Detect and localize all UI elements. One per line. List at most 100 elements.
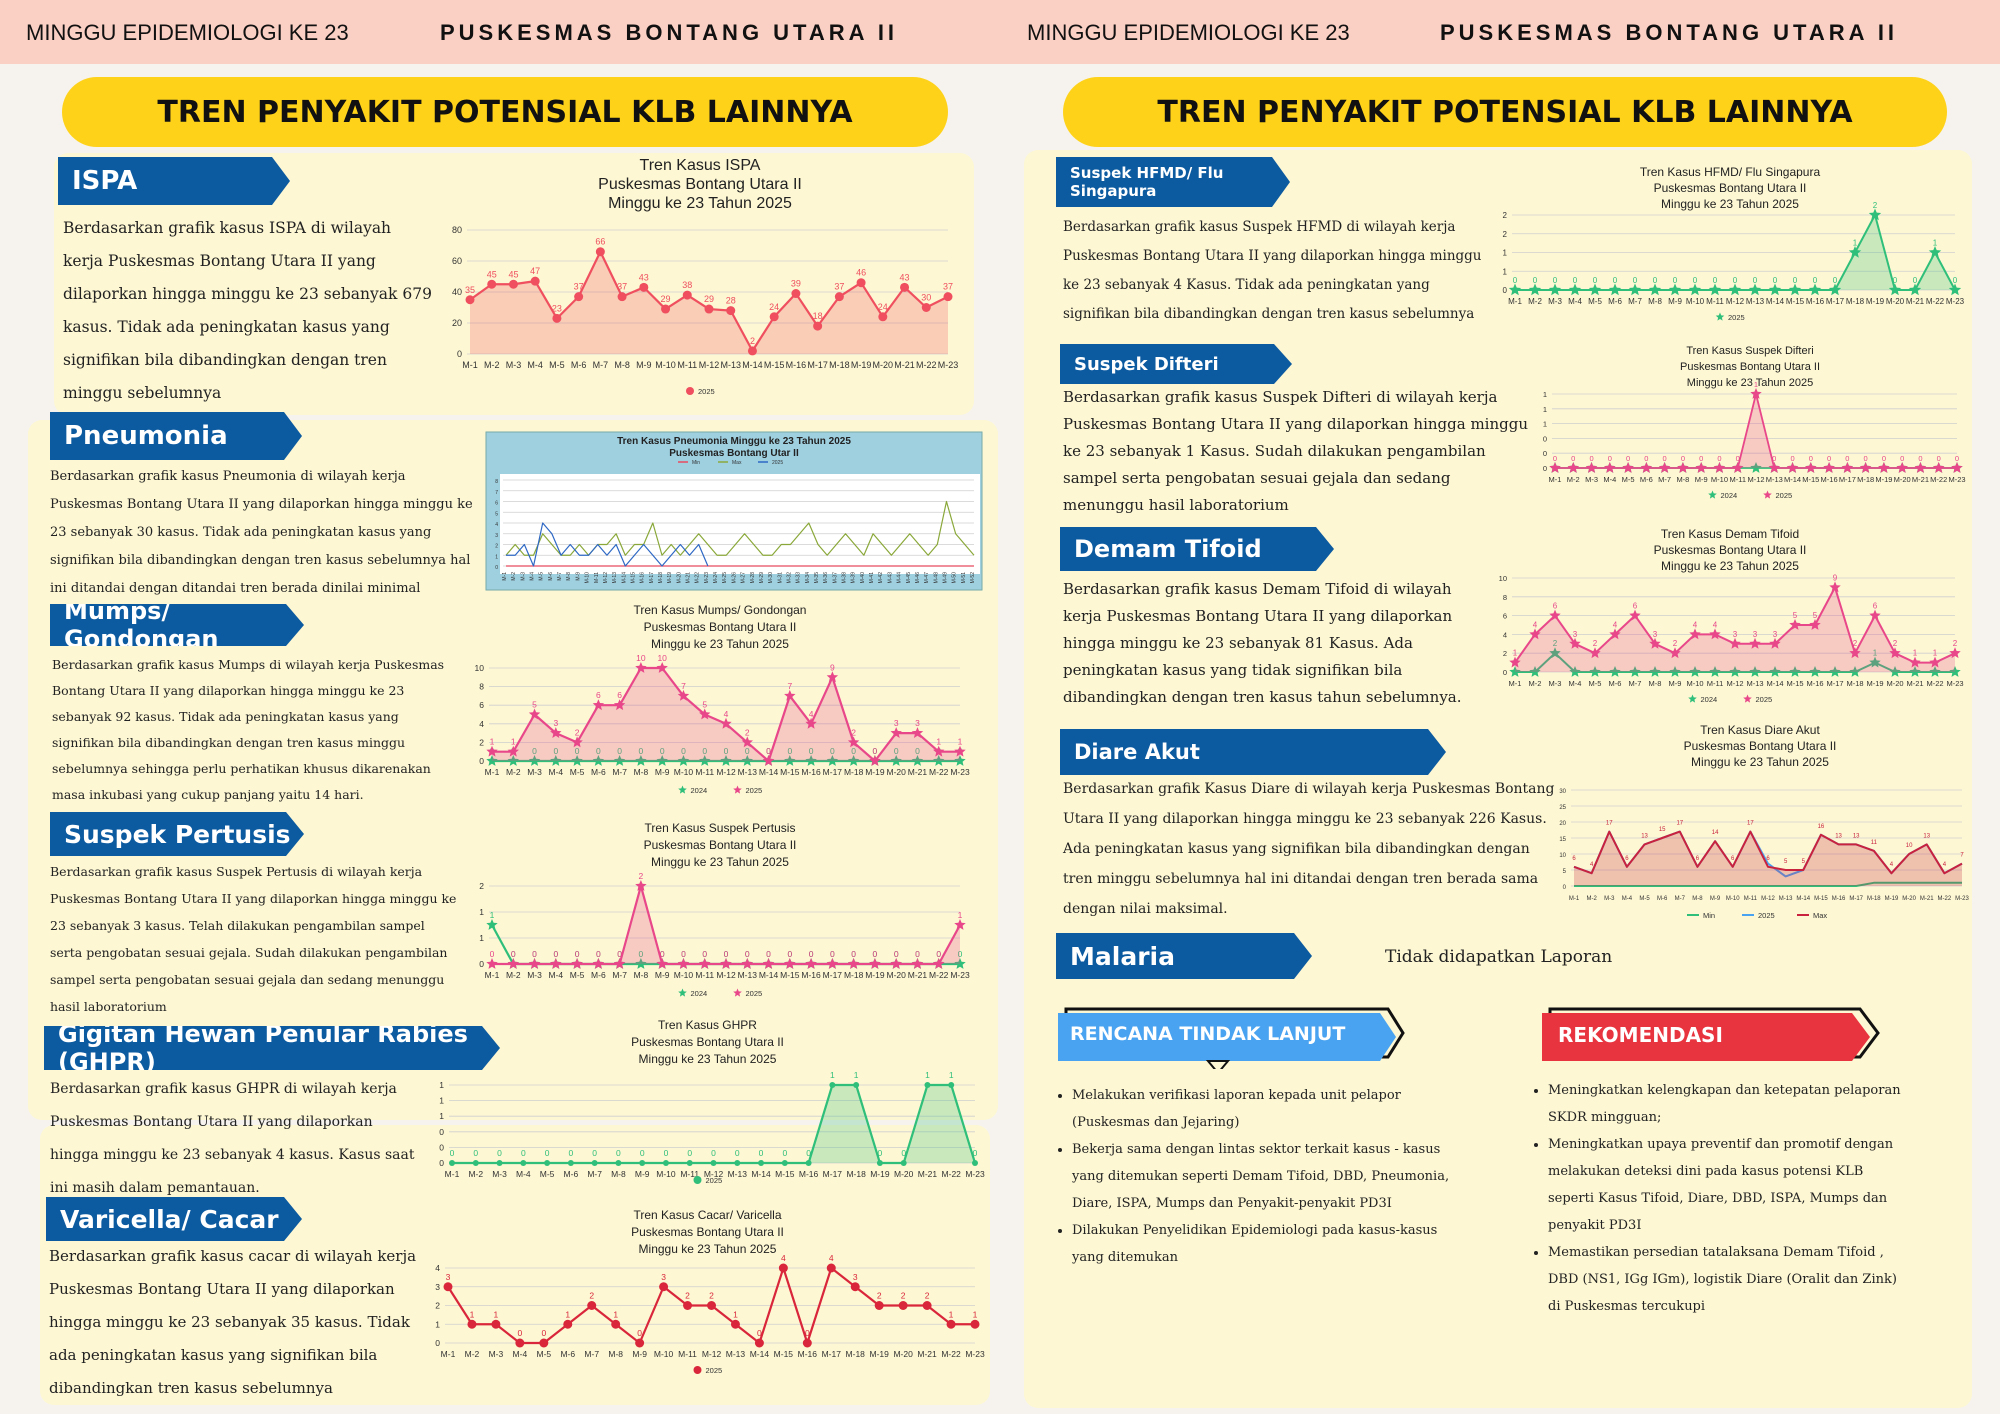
- legend-label: Max: [732, 460, 742, 466]
- chart-title: Tren Kasus Demam Tifoid: [1661, 527, 1799, 541]
- x-tick-label: M-22: [1938, 896, 1952, 902]
- data-label: 0: [1663, 454, 1667, 463]
- data-label: 2: [1893, 639, 1898, 648]
- data-label: 0: [1733, 276, 1738, 285]
- data-point: [1689, 666, 1701, 677]
- x-tick-label: M-11: [695, 970, 714, 980]
- data-label: 0: [851, 746, 856, 756]
- chart-title: Minggu ke 23 Tahun 2025: [639, 1242, 777, 1256]
- plot-background: [500, 474, 980, 574]
- y-tick-label: 4: [1503, 630, 1507, 639]
- x-tick-label: M-8: [608, 1349, 623, 1359]
- data-point: [707, 1301, 716, 1310]
- x-tick-label: M-21: [917, 1349, 937, 1359]
- data-point: [813, 321, 823, 331]
- data-label: 0: [640, 1148, 645, 1158]
- chart-mumps-svg: Tren Kasus Mumps/ Gondongan Puskesmas Bon…: [475, 603, 970, 795]
- x-tick-label: M-20: [1886, 297, 1905, 306]
- x-tick-label: M-20: [873, 360, 894, 370]
- data-label: 0: [1713, 276, 1718, 285]
- data-label: 0: [511, 949, 516, 959]
- x-tick-label: M-14: [742, 360, 763, 370]
- header-varicella: Varicella/ Cacar: [46, 1197, 302, 1241]
- chart-title: Tren Kasus GHPR: [658, 1018, 757, 1032]
- x-tick-label: M-19: [1866, 297, 1885, 306]
- legend-label: 2025: [698, 387, 715, 396]
- legend-swatch: [733, 988, 742, 997]
- data-label: 0: [1790, 454, 1794, 463]
- x-tick-label: M-7: [1628, 297, 1642, 306]
- data-label: 0: [735, 1148, 740, 1158]
- y-tick-label: 0: [479, 959, 484, 969]
- data-point: [486, 745, 498, 757]
- data-point: [591, 1160, 598, 1166]
- y-tick-label: 0: [1543, 449, 1547, 458]
- data-point: [954, 919, 966, 930]
- data-point: [1948, 283, 1962, 296]
- data-point: [465, 295, 475, 305]
- x-tick-label: M-19: [851, 360, 872, 370]
- data-point: [1529, 628, 1541, 640]
- chart-difteri-svg: Tren Kasus Suspek Difteri Puskesmas Bonta…: [1543, 345, 1966, 500]
- header-mumps: Mumps/ Gondongan: [50, 604, 304, 646]
- y-tick-label: 1: [1543, 420, 1547, 429]
- x-tick-label: M-20: [676, 572, 682, 584]
- x-tick-label: M-28: [750, 572, 756, 584]
- data-label: 0: [1773, 276, 1778, 285]
- chart-title: Puskesmas Bontang Utara II: [644, 838, 797, 852]
- data-point: [587, 1301, 597, 1310]
- data-label: 0: [575, 949, 580, 959]
- data-label: 17: [1747, 821, 1754, 827]
- data-point: [659, 1282, 669, 1292]
- x-tick-label: M-16: [798, 1349, 818, 1359]
- data-point: [1732, 462, 1744, 473]
- data-label: 0: [1673, 276, 1678, 285]
- x-tick-label: M-1: [1569, 896, 1580, 902]
- rekomendasi-title: REKOMENDASI: [1558, 1023, 1723, 1047]
- data-point: [730, 1319, 740, 1329]
- data-label: 0: [1613, 276, 1618, 285]
- data-point: [778, 1263, 788, 1273]
- x-tick-label: M-11: [1744, 896, 1758, 902]
- data-point: [1549, 462, 1561, 473]
- y-tick-label: 30: [1559, 789, 1566, 795]
- data-label: 0: [915, 949, 920, 959]
- data-point: [826, 755, 839, 766]
- data-label: 6: [1625, 856, 1629, 862]
- x-tick-label: M-8: [566, 572, 572, 581]
- y-tick-label: 6: [479, 700, 484, 710]
- y-tick-label: 6: [1503, 612, 1507, 621]
- data-label: 0: [553, 949, 558, 959]
- chart-title: Puskesmas Bontang Utara II: [1654, 543, 1807, 557]
- x-tick-label: M-15: [774, 1349, 794, 1359]
- x-tick-label: M-5: [570, 970, 585, 980]
- x-tick-label: M-12: [702, 1349, 722, 1359]
- data-point: [826, 1263, 836, 1273]
- data-point: [1588, 283, 1602, 296]
- data-label: 14: [1712, 830, 1719, 836]
- data-label: 0: [617, 949, 622, 959]
- data-point: [856, 278, 866, 288]
- data-point: [954, 958, 966, 969]
- data-point: [662, 1160, 669, 1166]
- data-label: 2: [1853, 639, 1858, 648]
- legend-label: 2024: [691, 786, 708, 795]
- data-label: 0: [873, 746, 878, 756]
- data-point: [781, 1160, 788, 1166]
- data-label: 9: [1833, 573, 1838, 582]
- data-point: [1668, 283, 1682, 296]
- data-label: 0: [806, 1148, 811, 1158]
- data-label: 4: [1943, 862, 1947, 868]
- data-label: 0: [687, 1148, 692, 1158]
- y-tick-label: 2: [1503, 649, 1507, 658]
- data-point: [1609, 628, 1621, 640]
- data-label: 0: [497, 1148, 502, 1158]
- data-label: 0: [1937, 454, 1941, 463]
- data-label: 38: [682, 280, 692, 290]
- data-point: [1769, 637, 1781, 649]
- data-point: [1568, 283, 1582, 296]
- data-point: [1708, 283, 1722, 296]
- data-label: 23: [552, 303, 562, 313]
- chart-title: Puskesmas Bontang Utara II: [631, 1035, 784, 1049]
- data-label: 2: [1553, 639, 1558, 648]
